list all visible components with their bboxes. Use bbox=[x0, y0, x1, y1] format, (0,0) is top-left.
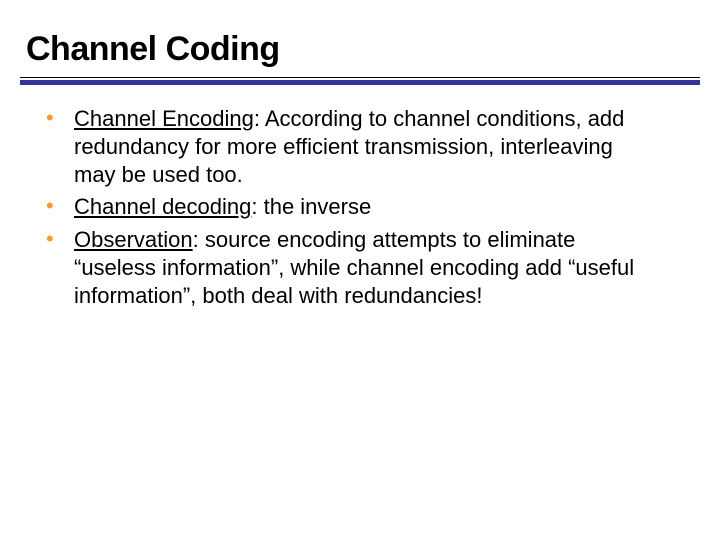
bullet-label: Channel Encoding bbox=[74, 106, 254, 131]
slide-content: Channel Encoding: According to channel c… bbox=[20, 85, 700, 310]
list-item: Channel decoding: the inverse bbox=[46, 193, 660, 221]
slide-title: Channel Coding bbox=[20, 30, 700, 75]
bullet-label: Observation bbox=[74, 227, 193, 252]
title-rule-thin bbox=[20, 77, 700, 78]
bullet-text: : the inverse bbox=[251, 194, 371, 219]
bullet-label: Channel decoding bbox=[74, 194, 251, 219]
bullet-list: Channel Encoding: According to channel c… bbox=[30, 105, 660, 310]
slide: Channel Coding Channel Encoding: Accordi… bbox=[0, 0, 720, 540]
title-rules bbox=[20, 77, 700, 85]
list-item: Observation: source encoding attempts to… bbox=[46, 226, 660, 310]
list-item: Channel Encoding: According to channel c… bbox=[46, 105, 660, 189]
